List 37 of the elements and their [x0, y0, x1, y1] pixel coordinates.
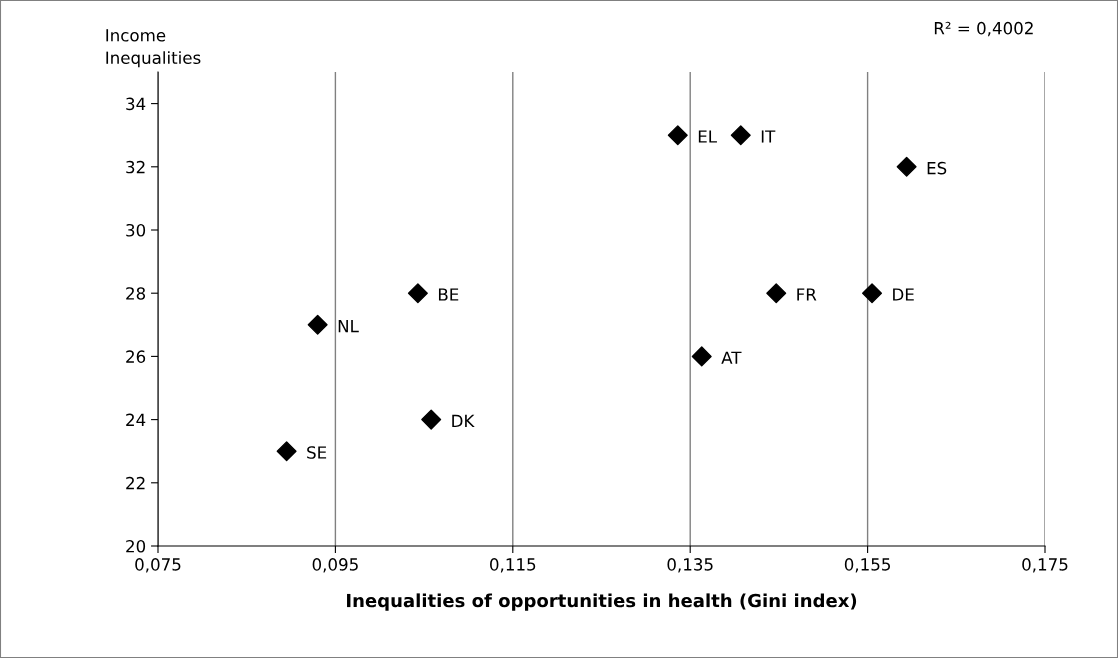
x-tick-label: 0,155	[844, 558, 890, 573]
annotation: DE	[893, 288, 914, 301]
point	[421, 409, 442, 430]
y-tick-label: 22	[126, 476, 145, 490]
point	[667, 125, 688, 146]
y-tick-label: 30	[126, 223, 146, 237]
annotation: DK	[452, 414, 475, 427]
x-axis-title: Inequalities of opportunities in health (Gini index)	[347, 593, 857, 611]
x-tick-label: 0,115	[490, 558, 536, 573]
annotation: FR	[797, 288, 817, 301]
y-tick-label: 26	[126, 350, 146, 363]
point	[691, 346, 712, 367]
point	[766, 283, 787, 304]
y-tick-label: 20	[126, 539, 146, 553]
annotation: BE	[438, 288, 459, 301]
x-tick-label: 0,095	[312, 558, 358, 573]
x-tick-label: 0,175	[1022, 558, 1068, 573]
y-tick-label: 32	[126, 160, 145, 174]
annotation: NL	[338, 320, 359, 333]
annotation: ES	[927, 161, 947, 175]
point	[896, 156, 917, 177]
point	[862, 283, 883, 304]
y-tick-label: 24	[126, 413, 146, 426]
point	[730, 125, 751, 146]
point	[276, 441, 297, 462]
y-axis-title: Income Inequalities	[106, 29, 201, 68]
point	[307, 314, 328, 335]
text: R² = 0,4002	[934, 21, 1033, 37]
annotation: EL	[698, 130, 717, 143]
x-tick-label: 0,135	[667, 558, 713, 573]
annotation: SE	[307, 446, 327, 459]
annotation: IT	[761, 130, 776, 143]
y-tick-label: 28	[126, 287, 146, 300]
y-tick-label: 34	[126, 97, 146, 111]
annotation: AT	[721, 351, 742, 364]
point	[407, 283, 428, 304]
x-tick-label: 0,075	[135, 558, 181, 573]
